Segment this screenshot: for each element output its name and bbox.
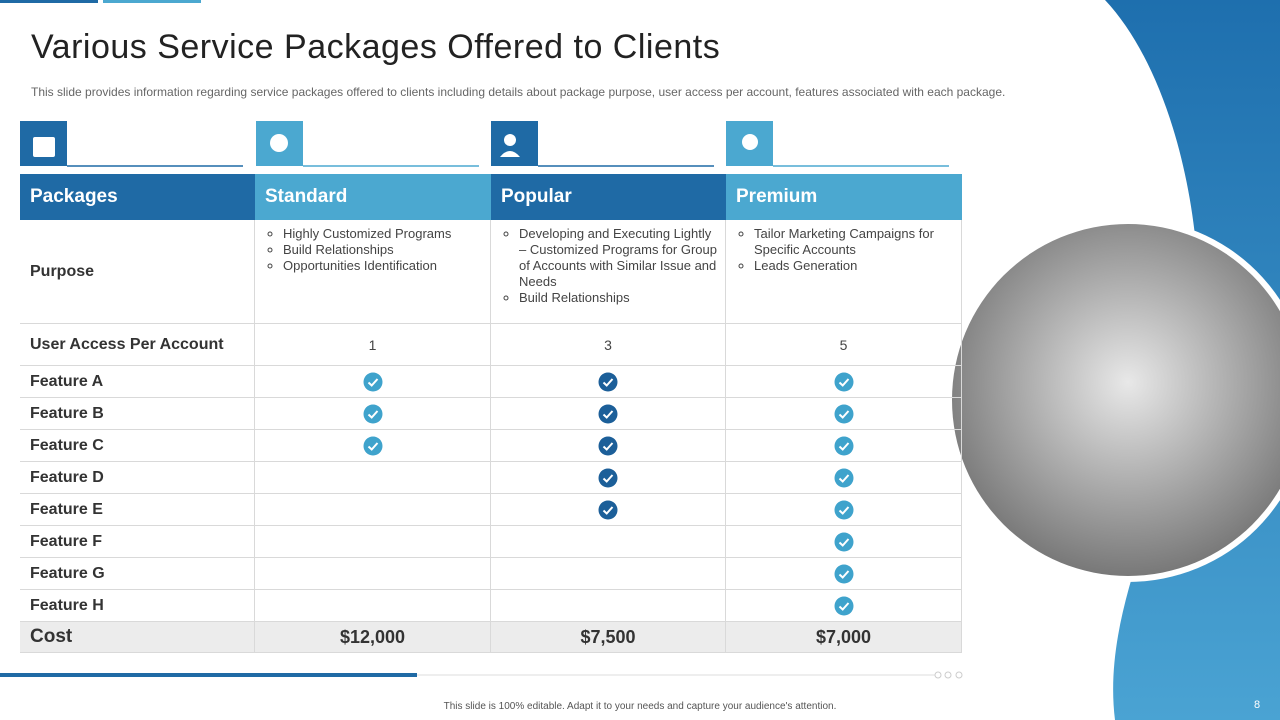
- feature-cell: [726, 462, 962, 494]
- row-label: Feature A: [20, 366, 255, 398]
- check-icon: [598, 436, 618, 455]
- check-icon: [363, 372, 382, 391]
- purpose-item: Leads Generation: [754, 258, 953, 274]
- check-icon: [834, 372, 853, 391]
- page-number: 8: [1254, 699, 1261, 711]
- check-icon: [598, 404, 618, 423]
- user-access-value: 1: [255, 324, 491, 366]
- check-icon: [598, 372, 618, 391]
- feature-cell: [255, 366, 491, 398]
- purpose-item: Opportunities Identification: [283, 258, 451, 274]
- row-label: User Access Per Account: [20, 324, 255, 366]
- footer-note: This slide is 100% editable. Adapt it to…: [443, 701, 837, 712]
- purpose-item: Highly Customized Programs: [283, 226, 451, 242]
- purpose-cell: Tailor Marketing Campaigns for Specific …: [726, 220, 962, 324]
- user-access-value: 5: [726, 324, 962, 366]
- feature-cell: [726, 558, 962, 590]
- check-icon: [834, 596, 853, 615]
- column-header: Packages: [20, 174, 255, 220]
- feature-cell: [491, 398, 726, 430]
- row-label: Feature F: [20, 526, 255, 558]
- cost-value: $7,500: [491, 622, 726, 653]
- purpose-item: Tailor Marketing Campaigns for Specific …: [754, 226, 953, 258]
- column-header: Premium: [726, 174, 962, 220]
- check-icon: [363, 404, 382, 423]
- feature-cell: [491, 430, 726, 462]
- check-icon: [598, 500, 618, 519]
- check-icon: [598, 468, 618, 487]
- row-label: Feature D: [20, 462, 255, 494]
- feature-cell: [726, 398, 962, 430]
- row-label: Feature C: [20, 430, 255, 462]
- feature-cell: [726, 430, 962, 462]
- feature-cell: [491, 494, 726, 526]
- feature-cell: [255, 430, 491, 462]
- purpose-cell: Highly Customized ProgramsBuild Relation…: [255, 220, 491, 324]
- feature-cell: [255, 558, 491, 590]
- row-label: Feature G: [20, 558, 255, 590]
- title: Various Service Packages Offered to Clie…: [31, 28, 721, 66]
- column-header: Popular: [491, 174, 726, 220]
- check-icon: [363, 436, 382, 455]
- subtitle: This slide provides information regardin…: [31, 85, 1006, 99]
- feature-cell: [255, 526, 491, 558]
- check-icon: [834, 404, 853, 423]
- feature-cell: [491, 558, 726, 590]
- feature-cell: [491, 462, 726, 494]
- feature-cell: [726, 590, 962, 622]
- check-icon: [834, 500, 853, 519]
- feature-cell: [491, 590, 726, 622]
- column-header: Standard: [255, 174, 491, 220]
- feature-cell: [491, 526, 726, 558]
- feature-cell: [726, 526, 962, 558]
- purpose-cell: Developing and Executing Lightly – Custo…: [491, 220, 726, 324]
- feature-cell: [491, 366, 726, 398]
- photo: [952, 224, 1280, 576]
- row-label: Purpose: [20, 220, 255, 324]
- check-icon: [834, 468, 853, 487]
- purpose-list: Highly Customized ProgramsBuild Relation…: [255, 226, 459, 274]
- cost-value: $7,000: [726, 622, 962, 653]
- feature-cell: [255, 462, 491, 494]
- purpose-list: Developing and Executing Lightly – Custo…: [491, 226, 725, 306]
- feature-cell: [255, 590, 491, 622]
- purpose-list: Tailor Marketing Campaigns for Specific …: [726, 226, 961, 274]
- cost-value: $12,000: [255, 622, 491, 653]
- check-icon: [834, 436, 853, 455]
- check-icon: [834, 564, 853, 583]
- feature-cell: [726, 366, 962, 398]
- purpose-item: Build Relationships: [283, 242, 451, 258]
- feature-cell: [255, 494, 491, 526]
- purpose-item: Developing and Executing Lightly – Custo…: [519, 226, 717, 290]
- purpose-item: Build Relationships: [519, 290, 717, 306]
- check-icon: [834, 532, 853, 551]
- row-label: Cost: [20, 622, 255, 653]
- row-label: Feature B: [20, 398, 255, 430]
- user-access-value: 3: [491, 324, 726, 366]
- feature-cell: [255, 398, 491, 430]
- feature-cell: [726, 494, 962, 526]
- row-label: Feature E: [20, 494, 255, 526]
- row-label: Feature H: [20, 590, 255, 622]
